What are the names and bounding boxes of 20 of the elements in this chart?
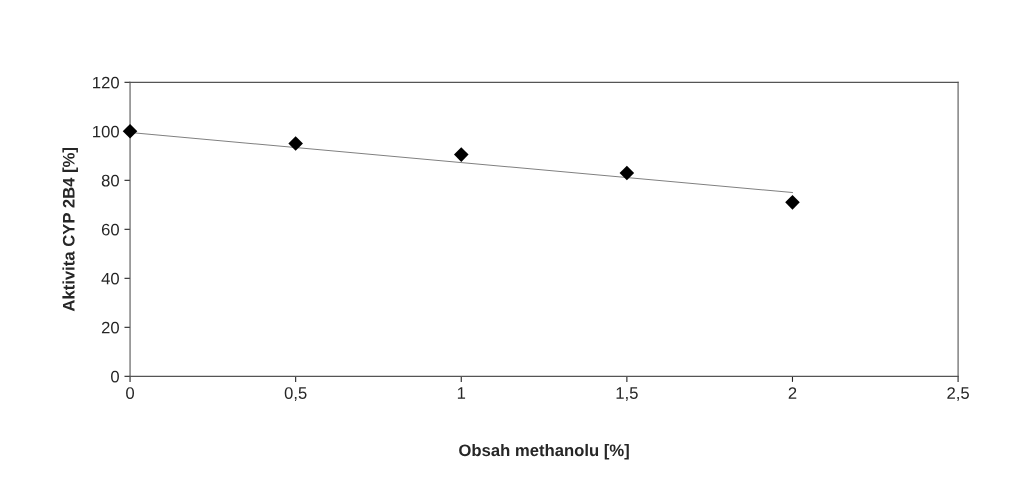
x-tick-label: 1 bbox=[457, 387, 466, 399]
y-tick-label: 20 bbox=[101, 321, 119, 334]
y-tick-label: 100 bbox=[93, 125, 119, 138]
y-tick-label: 40 bbox=[101, 272, 119, 285]
x-tick-label: 2 bbox=[788, 387, 797, 399]
x-tick-label: 1,5 bbox=[616, 387, 638, 401]
point bbox=[288, 136, 303, 151]
point bbox=[619, 165, 635, 181]
y-axis-title: Aktivita CYP 2B4 [%] bbox=[62, 147, 78, 312]
y-tick-label: 60 bbox=[101, 223, 119, 236]
x-tick-label: 2,5 bbox=[947, 387, 969, 401]
y-tick-label: 0 bbox=[111, 370, 119, 383]
x-tick-label: 0,5 bbox=[284, 387, 307, 401]
x-tick-label: 0 bbox=[126, 387, 135, 399]
y-tick-label: 120 bbox=[93, 76, 119, 89]
x-axis-title: Obsah methanolu [%] bbox=[459, 443, 629, 460]
y-tick-label: 80 bbox=[101, 174, 119, 187]
point bbox=[453, 147, 469, 162]
point bbox=[785, 195, 800, 210]
point bbox=[122, 124, 138, 139]
